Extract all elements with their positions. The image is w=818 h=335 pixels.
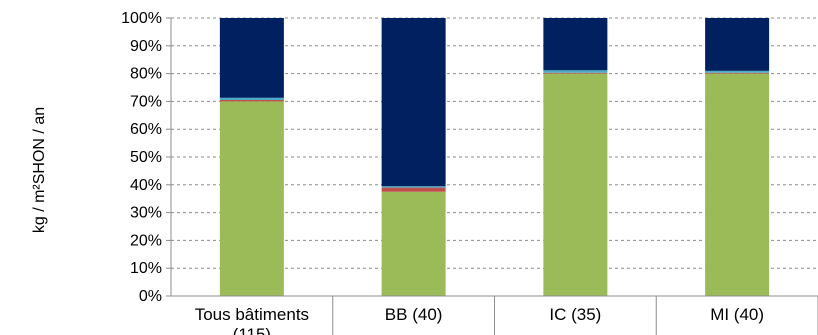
- y-tick-label: 20%: [130, 232, 162, 249]
- bars: [219, 18, 770, 297]
- bar-segment-3: [219, 97, 284, 101]
- category-labels: Tous bâtiments (115) BB (40) IC (35) MI (40): [195, 305, 764, 335]
- bar-segment-1: [543, 73, 608, 296]
- bar-segment-4: [219, 18, 284, 98]
- bar-segment-1: [381, 191, 446, 296]
- y-tick-label: 30%: [130, 205, 162, 222]
- y-tick-label: 100%: [121, 10, 162, 27]
- y-axis-label: kg / m²SHON / an: [31, 107, 48, 233]
- y-tick-label: 60%: [130, 121, 162, 138]
- bar-segment-4: [543, 18, 608, 71]
- bar-segment-2: [705, 72, 770, 74]
- y-tick-labels: 0% 10% 20% 30% 40% 50% 60% 70% 80% 90% 100%: [121, 10, 162, 305]
- category-label: BB (40): [385, 305, 443, 324]
- y-tick-label: 80%: [130, 66, 162, 83]
- bar-segment-2: [543, 72, 608, 74]
- bar-segment-2: [219, 100, 284, 102]
- y-tick-label: 50%: [130, 149, 162, 166]
- y-tick-label: 70%: [130, 93, 162, 110]
- category-label: IC (35): [549, 305, 601, 324]
- category-label: Tous bâtiments (115): [195, 305, 309, 335]
- bar-segment-4: [705, 18, 770, 71]
- y-tick-label: 90%: [130, 38, 162, 55]
- bar-segment-3: [705, 70, 770, 73]
- bar-segment-3: [543, 70, 608, 73]
- bar-segment-4: [381, 18, 446, 187]
- y-tick-label: 10%: [130, 260, 162, 277]
- axes: [166, 17, 818, 335]
- bar-segment-1: [219, 101, 284, 297]
- bar-segment-3: [381, 186, 446, 188]
- bar-segment-1: [705, 73, 770, 296]
- bar-segment-2: [381, 187, 446, 192]
- y-tick-label: 40%: [130, 177, 162, 194]
- y-tick-label: 0%: [139, 288, 162, 305]
- category-label: MI (40): [710, 305, 764, 324]
